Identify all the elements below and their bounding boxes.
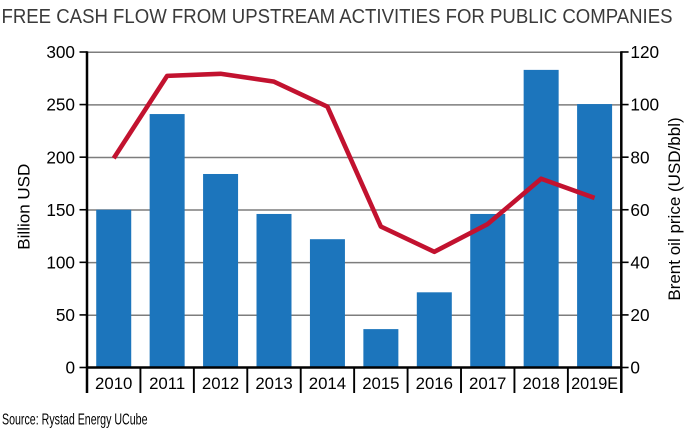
svg-text:Source: Rystad Energy UCube: Source: Rystad Energy UCube [2,412,148,429]
svg-text:2018: 2018 [522,374,559,393]
svg-text:80: 80 [630,147,649,167]
svg-text:2019E: 2019E [571,374,618,393]
svg-text:300: 300 [46,42,75,62]
svg-text:0: 0 [65,358,75,378]
svg-text:0: 0 [630,358,640,378]
svg-text:200: 200 [46,147,75,167]
svg-text:20: 20 [630,305,649,325]
svg-text:150: 150 [46,200,75,220]
svg-text:2012: 2012 [202,374,239,393]
svg-text:2016: 2016 [416,374,453,393]
svg-text:Billion USD: Billion USD [15,164,34,250]
svg-text:100: 100 [46,252,75,272]
svg-text:2015: 2015 [362,374,399,393]
svg-text:60: 60 [630,200,649,220]
svg-text:100: 100 [630,95,659,115]
svg-text:120: 120 [630,42,659,62]
svg-text:2010: 2010 [95,374,132,393]
svg-text:250: 250 [46,95,75,115]
svg-text:50: 50 [56,305,75,325]
svg-text:2011: 2011 [149,374,185,393]
svg-text:40: 40 [630,252,649,272]
svg-text:2014: 2014 [309,374,346,393]
svg-text:2013: 2013 [255,374,292,393]
svg-text:FREE CASH FLOW FROM UPSTREAM A: FREE CASH FLOW FROM UPSTREAM ACTIVITIES … [2,6,673,28]
svg-text:2017: 2017 [469,374,506,393]
svg-text:Brent oil price (USD/bbl): Brent oil price (USD/bbl) [665,117,684,300]
